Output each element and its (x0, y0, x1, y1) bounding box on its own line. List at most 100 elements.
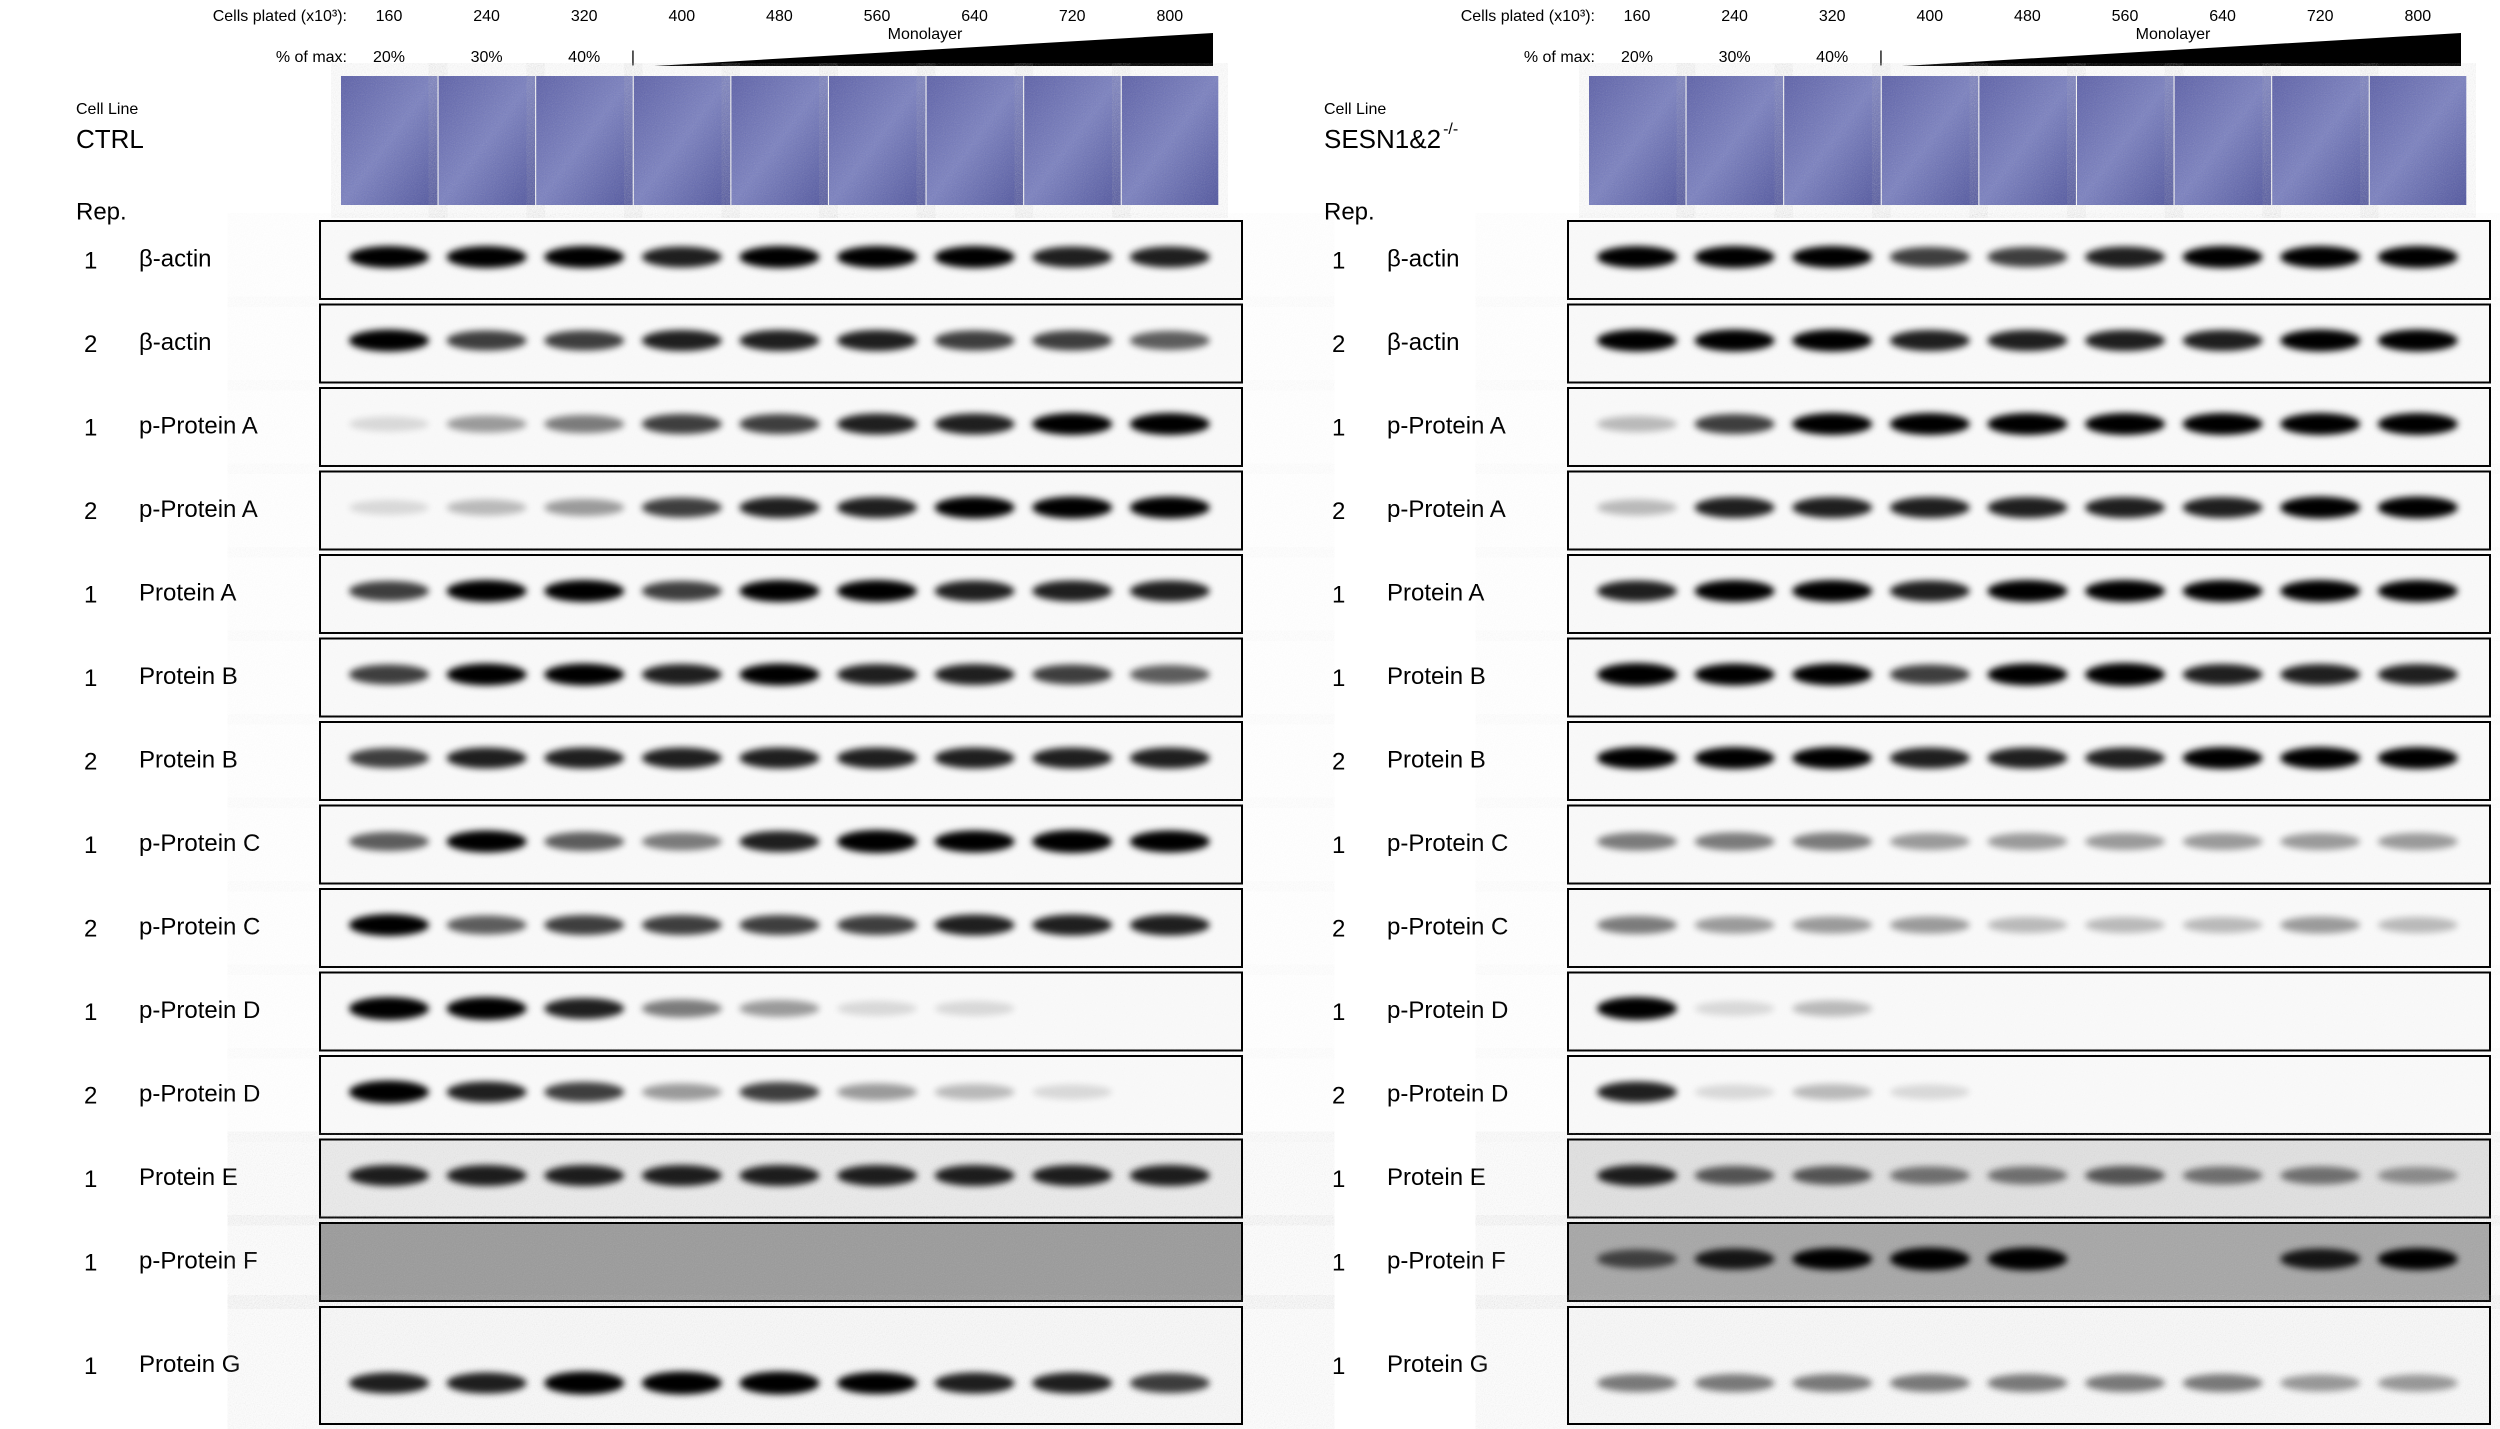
band (2182, 747, 2263, 769)
band (2085, 663, 2165, 686)
rep-number: 1 (1332, 1166, 1345, 1193)
band (446, 663, 527, 686)
band (1889, 1374, 1970, 1393)
cell-line: SESN1&2 (1324, 124, 1441, 154)
band (739, 1000, 820, 1017)
band (934, 747, 1015, 769)
rep-number: 1 (1332, 247, 1345, 274)
cell-image-texture (1979, 76, 2076, 205)
band (1032, 580, 1113, 602)
band (2085, 747, 2165, 769)
band (837, 830, 917, 853)
band (2182, 413, 2263, 435)
band (1129, 246, 1210, 268)
blot-texture (1568, 1307, 2490, 1424)
band (544, 246, 625, 268)
band (446, 1165, 527, 1186)
protein-label: p-Protein A (139, 496, 258, 523)
cells-plated-value: 400 (1916, 8, 1943, 25)
band (934, 1001, 1015, 1016)
protein-label: p-Protein C (1387, 830, 1508, 857)
band (739, 1165, 820, 1186)
cells-plated-value: 160 (1624, 8, 1651, 25)
band (544, 330, 625, 351)
band (1694, 1001, 1775, 1016)
cell-image-texture (1686, 76, 1784, 205)
blot-frame (1567, 220, 2491, 300)
band (2085, 833, 2165, 850)
band (2377, 580, 2458, 602)
cell-image-texture (1784, 76, 1881, 205)
band (1987, 663, 2068, 686)
blot-frame (1567, 888, 2491, 968)
band (2280, 246, 2361, 268)
band (2280, 1248, 2361, 1270)
band (837, 1083, 917, 1101)
band (2377, 1374, 2458, 1392)
band (934, 580, 1015, 602)
cells-plated-value: 320 (1819, 8, 1846, 25)
rep-number: 1 (84, 999, 97, 1026)
band (1597, 663, 1677, 686)
band (2085, 1374, 2165, 1393)
band (1597, 916, 1677, 934)
band (2280, 580, 2361, 602)
percent-value: 30% (471, 49, 503, 66)
band (641, 747, 722, 769)
band (641, 664, 722, 685)
band (1694, 580, 1775, 602)
protein-label: p-Protein D (139, 997, 260, 1024)
band (1987, 413, 2068, 435)
band (1889, 833, 1970, 850)
band (837, 1372, 917, 1395)
band (837, 1001, 917, 1016)
band (2182, 580, 2263, 602)
rep-label: Rep. (1324, 198, 1375, 225)
band (2280, 747, 2361, 769)
band (446, 415, 527, 433)
band (1129, 413, 1210, 435)
cell-image-texture (2174, 76, 2272, 205)
protein-label: Protein A (1387, 579, 1484, 606)
blot-frame (319, 470, 1243, 551)
band (349, 1080, 429, 1104)
band (1889, 916, 1970, 934)
protein-label: p-Protein C (139, 913, 260, 940)
band (2182, 1374, 2263, 1393)
band (2182, 664, 2263, 685)
band (837, 915, 917, 935)
band (2182, 497, 2263, 518)
band (934, 496, 1015, 519)
band (1792, 1084, 1873, 1100)
cell-image-texture (2369, 76, 2467, 205)
cell-line-superscript: -/- (1443, 121, 1458, 138)
band (2377, 1167, 2458, 1184)
band (1792, 580, 1873, 602)
band (2182, 833, 2263, 850)
band (1694, 1166, 1775, 1185)
cell-line-label: Cell Line (76, 101, 138, 118)
band (544, 580, 625, 602)
blot-frame (319, 721, 1243, 801)
band (837, 330, 917, 351)
band (544, 832, 625, 851)
monolayer-label: Monolayer (888, 26, 963, 43)
rep-number: 1 (1332, 414, 1345, 441)
band (544, 663, 625, 686)
blot-frame (319, 303, 1243, 384)
band (1597, 580, 1677, 602)
band (1792, 329, 1873, 352)
rep-number: 1 (84, 1166, 97, 1193)
band (1597, 832, 1677, 851)
band (1987, 833, 2068, 850)
band (1597, 499, 1677, 516)
protein-label: p-Protein F (1387, 1247, 1506, 1274)
band (1129, 1373, 1210, 1394)
band (1694, 329, 1775, 352)
band (2085, 413, 2165, 435)
band (1032, 830, 1113, 853)
band (1694, 246, 1775, 268)
rep-number: 1 (1332, 832, 1345, 859)
band (2377, 413, 2458, 435)
cell-line-label: Cell Line (1324, 101, 1386, 118)
